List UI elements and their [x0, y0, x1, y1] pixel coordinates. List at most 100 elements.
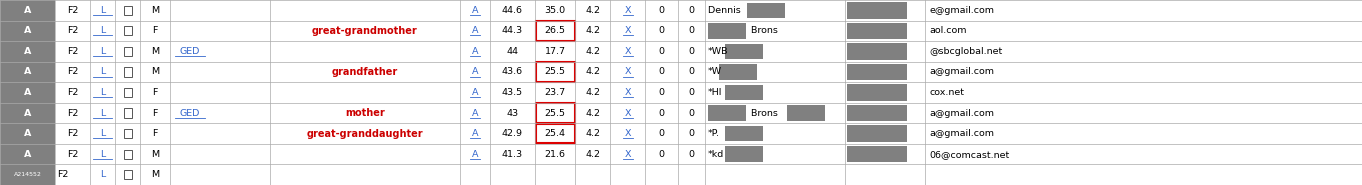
Text: L: L [99, 88, 105, 97]
Bar [0, 0, 54, 21]
Bar [847, 64, 907, 80]
Text: 44.6: 44.6 [503, 6, 523, 15]
Bar [847, 23, 907, 39]
Text: 0: 0 [689, 88, 695, 97]
Bar [124, 47, 132, 56]
Bar [535, 124, 575, 143]
Text: 0: 0 [658, 47, 665, 56]
Bar [0, 41, 54, 62]
Text: 0: 0 [689, 26, 695, 35]
Text: 35.0: 35.0 [545, 6, 565, 15]
Bar [124, 26, 132, 35]
Text: mother: mother [345, 108, 385, 118]
Text: F2: F2 [67, 6, 78, 15]
Text: A: A [471, 47, 478, 56]
Bar [0, 103, 54, 123]
Text: 43.5: 43.5 [503, 88, 523, 97]
Text: A: A [23, 6, 31, 15]
Bar [708, 105, 746, 121]
Text: M: M [151, 6, 159, 15]
Text: 21.6: 21.6 [545, 150, 565, 159]
Text: F2: F2 [67, 26, 78, 35]
Text: F2: F2 [67, 129, 78, 138]
Text: A: A [23, 88, 31, 97]
Text: cox.net: cox.net [929, 88, 964, 97]
Text: F2: F2 [57, 170, 68, 179]
Text: 0: 0 [689, 109, 695, 117]
Text: L: L [99, 109, 105, 117]
Text: 4.2: 4.2 [586, 109, 601, 117]
Bar [0, 62, 54, 82]
Text: F: F [153, 88, 158, 97]
Text: F: F [153, 26, 158, 35]
Text: 4.2: 4.2 [586, 26, 601, 35]
Text: 4.2: 4.2 [586, 129, 601, 138]
Text: X: X [624, 150, 631, 159]
Bar [847, 125, 907, 142]
Text: 0: 0 [658, 6, 665, 15]
Bar [0, 164, 54, 185]
Bar [725, 126, 763, 141]
Text: M: M [151, 150, 159, 159]
Text: e@gmail.com: e@gmail.com [929, 6, 994, 15]
Text: F2: F2 [67, 88, 78, 97]
Text: M: M [151, 170, 159, 179]
Bar [725, 44, 763, 59]
Text: 0: 0 [658, 88, 665, 97]
Text: 0: 0 [658, 26, 665, 35]
Text: A: A [23, 26, 31, 35]
Bar [535, 21, 575, 41]
Bar [124, 129, 132, 138]
Bar [847, 84, 907, 101]
Text: F2: F2 [67, 150, 78, 159]
Bar [124, 170, 132, 179]
Text: Brons: Brons [748, 109, 780, 117]
Text: 25.5: 25.5 [545, 68, 565, 76]
Text: *WB: *WB [708, 47, 729, 56]
Text: *W: *W [708, 68, 722, 76]
Text: 4.2: 4.2 [586, 88, 601, 97]
Text: aol.com: aol.com [929, 26, 967, 35]
Bar [847, 2, 907, 19]
Text: A: A [471, 26, 478, 35]
Bar [786, 105, 824, 121]
Bar [847, 43, 907, 60]
Bar [847, 105, 907, 121]
Bar [719, 64, 757, 80]
Text: 4.2: 4.2 [586, 68, 601, 76]
Text: 0: 0 [658, 109, 665, 117]
Text: a@gmail.com: a@gmail.com [929, 68, 994, 76]
Text: A: A [471, 6, 478, 15]
Text: 26.5: 26.5 [545, 26, 565, 35]
Text: *kd: *kd [708, 150, 725, 159]
Text: F2: F2 [67, 109, 78, 117]
Text: 43: 43 [507, 109, 519, 117]
Text: 0: 0 [689, 129, 695, 138]
Text: L: L [99, 6, 105, 15]
Text: A: A [471, 150, 478, 159]
Bar [124, 88, 132, 97]
Text: *HI: *HI [708, 88, 722, 97]
Text: 41.3: 41.3 [503, 150, 523, 159]
Text: X: X [624, 68, 631, 76]
Text: Brons: Brons [748, 26, 778, 35]
Text: X: X [624, 129, 631, 138]
Text: L: L [99, 47, 105, 56]
Text: X: X [624, 47, 631, 56]
Text: a@gmail.com: a@gmail.com [929, 129, 994, 138]
Text: 0: 0 [689, 150, 695, 159]
Text: F2: F2 [67, 47, 78, 56]
Text: 25.5: 25.5 [545, 109, 565, 117]
Bar [535, 62, 575, 82]
Text: X: X [624, 109, 631, 117]
Text: A: A [471, 109, 478, 117]
Bar [124, 108, 132, 118]
Text: 17.7: 17.7 [545, 47, 565, 56]
Text: 4.2: 4.2 [586, 6, 601, 15]
Text: F: F [153, 129, 158, 138]
Bar [725, 147, 763, 162]
Text: 06@comcast.net: 06@comcast.net [929, 150, 1009, 159]
Text: a@gmail.com: a@gmail.com [929, 109, 994, 117]
Text: 4.2: 4.2 [586, 150, 601, 159]
Text: 25.4: 25.4 [545, 129, 565, 138]
